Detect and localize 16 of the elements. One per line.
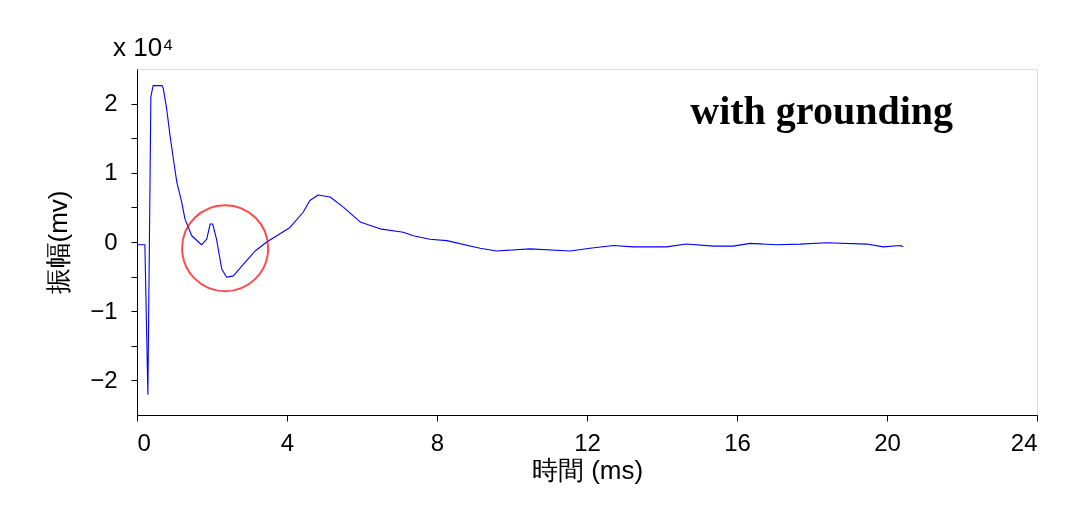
x-tick-label: 8 <box>430 428 445 456</box>
text: with grounding <box>690 88 953 133</box>
x-tick-label: 16 <box>724 428 751 456</box>
y-tick-label: −2 <box>90 365 118 393</box>
x-tick-label: 0 <box>137 428 151 456</box>
y-tick-label: 0 <box>104 227 118 255</box>
x-tick-label: 4 <box>280 428 295 456</box>
x-tick-label: 20 <box>874 428 901 456</box>
x-tick-label: 24 <box>1010 428 1038 456</box>
y-tick-label: 1 <box>104 158 118 186</box>
y-axis-title: 振幅(mv) <box>43 190 74 295</box>
x-axis-title: 時間 (ms) <box>531 454 644 485</box>
text: x 10⁴ <box>113 32 174 62</box>
y-tick-label: 2 <box>104 89 118 117</box>
x-tick-label: 12 <box>574 428 601 456</box>
y-tick-label: −1 <box>90 296 118 324</box>
